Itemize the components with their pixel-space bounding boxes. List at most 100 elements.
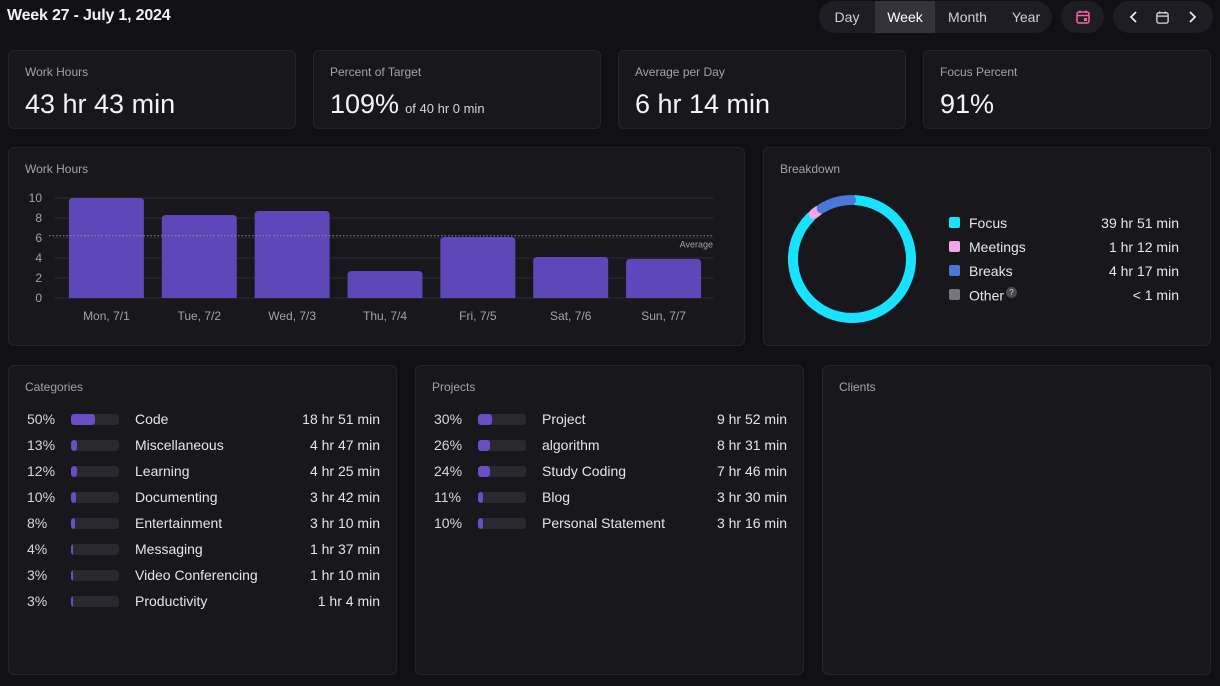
list-item[interactable]: 8% Entertainment 3 hr 10 min: [25, 512, 380, 538]
list-item[interactable]: 12% Learning 4 hr 25 min: [25, 460, 380, 486]
progress-bar: [478, 440, 526, 451]
next-button[interactable]: [1180, 5, 1204, 29]
bar[interactable]: [68, 198, 144, 298]
list-value: 3 hr 16 min: [716, 515, 787, 531]
help-icon[interactable]: ?: [1006, 287, 1018, 298]
list-label: Blog: [542, 489, 571, 505]
range-year-button[interactable]: Year: [1011, 9, 1041, 25]
progress-fill: [71, 492, 76, 503]
list-item[interactable]: 11% Blog 3 hr 30 min: [432, 486, 787, 512]
previous-button[interactable]: [1122, 5, 1146, 29]
list-value: 1 hr 10 min: [309, 567, 380, 583]
today-button[interactable]: [1061, 1, 1104, 33]
list-percent: 11%: [434, 489, 461, 505]
y-tick-label: 0: [35, 291, 42, 305]
list-value: 3 hr 42 min: [309, 489, 380, 505]
breaks-color-swatch: [949, 265, 960, 276]
legend-item-breaks[interactable]: Breaks 4 hr 17 min: [949, 260, 1179, 284]
chart-title: Work Hours: [25, 162, 89, 176]
projects-card: Projects 30% Project 9 hr 52 min 26% algorit…: [415, 365, 804, 675]
list-item[interactable]: 13% Miscellaneous 4 hr 47 min: [25, 434, 380, 460]
list-value: 4 hr 25 min: [309, 463, 380, 479]
list-percent: 10%: [434, 515, 463, 531]
list-percent: 13%: [27, 437, 56, 453]
progress-bar: [71, 466, 119, 477]
donut-slice-focus[interactable]: [788, 195, 916, 323]
legend-value: 39 hr 51 min: [1101, 215, 1179, 231]
list-item[interactable]: 3% Video Conferencing 1 hr 10 min: [25, 564, 380, 590]
list-item[interactable]: 30% Project 9 hr 52 min: [432, 408, 787, 434]
work-hours-chart-card: Work Hours 0 2 4 6 8 10 Mon, 7/1 Tue, 7/2 Wed, 7…: [8, 147, 745, 346]
progress-fill: [71, 596, 74, 607]
legend-value: 1 hr 12 min: [1108, 239, 1179, 255]
list-percent: 24%: [434, 463, 463, 479]
breakdown-legend: Focus 39 hr 51 min Meetings 1 hr 12 min …: [949, 212, 1179, 308]
list-item[interactable]: 26% algorithm 8 hr 31 min: [432, 434, 787, 460]
legend-item-meetings[interactable]: Meetings 1 hr 12 min: [949, 236, 1179, 260]
progress-fill: [478, 440, 491, 451]
list-label: Personal Statement: [542, 515, 665, 531]
projects-list: 30% Project 9 hr 52 min 26% algorithm 8 hr 31…: [432, 408, 787, 538]
range-week-button[interactable]: Week: [875, 1, 935, 33]
list-item[interactable]: 50% Code 18 hr 51 min: [25, 408, 380, 434]
list-item[interactable]: 10% Documenting 3 hr 42 min: [25, 486, 380, 512]
breakdown-title: Breakdown: [780, 162, 841, 176]
list-value: 4 hr 47 min: [309, 437, 380, 453]
list-item[interactable]: 4% Messaging 1 hr 37 min: [25, 538, 380, 564]
progress-fill: [71, 414, 95, 425]
list-label: algorithm: [542, 437, 600, 453]
y-tick-label: 2: [35, 271, 42, 285]
stat-value: 91%: [940, 89, 995, 119]
progress-fill: [71, 544, 74, 555]
calendar-icon: [1156, 10, 1170, 24]
stat-value: 43 hr 43 min: [25, 89, 176, 119]
bar[interactable]: [440, 237, 516, 298]
list-label: Documenting: [135, 489, 218, 505]
y-tick-label: 10: [29, 191, 43, 205]
range-month-button[interactable]: Month: [948, 9, 987, 25]
list-label: Study Coding: [542, 463, 627, 479]
stat-label: Percent of Target: [330, 65, 422, 79]
chevron-right-icon: [1189, 11, 1197, 23]
legend-label-container: Other?: [969, 287, 1018, 304]
categories-list: 50% Code 18 hr 51 min 13% Miscellaneous 4 hr …: [25, 408, 380, 616]
date-picker-button[interactable]: [1151, 5, 1175, 29]
bar[interactable]: [254, 211, 330, 298]
work-hours-bar-chart: 0 2 4 6 8 10 Mon, 7/1 Tue, 7/2 Wed, 7/3 Thu, 7/4 F…: [29, 191, 714, 323]
y-tick-label: 6: [35, 231, 42, 245]
top-bar: Week 27 - July 1, 2024 Day Week Month Ye…: [0, 0, 1220, 34]
bar[interactable]: [533, 257, 609, 298]
chevron-left-icon: [1129, 11, 1137, 23]
list-value: 9 hr 52 min: [716, 411, 787, 427]
list-label: Project: [542, 411, 586, 427]
list-percent: 30%: [434, 411, 463, 427]
list-value: 18 hr 51 min: [302, 411, 380, 427]
bar[interactable]: [626, 259, 702, 298]
list-label: Messaging: [135, 541, 203, 557]
legend-value: 4 hr 17 min: [1108, 263, 1179, 279]
calendar-check-icon: [1075, 10, 1090, 24]
stat-value: 6 hr 14 min: [635, 89, 771, 119]
list-item[interactable]: 24% Study Coding 7 hr 46 min: [432, 460, 787, 486]
bar[interactable]: [161, 215, 237, 298]
progress-bar: [71, 596, 119, 607]
progress-fill: [71, 440, 78, 451]
legend-label: Other: [969, 287, 1005, 304]
list-value: 3 hr 10 min: [309, 515, 380, 531]
legend-label: Focus: [969, 215, 1008, 231]
list-percent: 8%: [27, 515, 48, 531]
other-color-swatch: [949, 289, 960, 300]
list-item[interactable]: 3% Productivity 1 hr 4 min: [25, 590, 380, 616]
list-label: Miscellaneous: [135, 437, 224, 453]
list-label: Video Conferencing: [135, 567, 258, 583]
range-day-button[interactable]: Day: [834, 9, 860, 25]
progress-bar: [71, 518, 119, 529]
list-value: 7 hr 46 min: [716, 463, 787, 479]
legend-item-focus[interactable]: Focus 39 hr 51 min: [949, 212, 1179, 236]
bar[interactable]: [347, 271, 423, 298]
x-tick-label: Wed, 7/3: [268, 309, 316, 323]
list-item[interactable]: 10% Personal Statement 3 hr 16 min: [432, 512, 787, 538]
legend-item-other[interactable]: Other? < 1 min: [949, 284, 1179, 308]
list-label: Code: [135, 411, 169, 427]
donut-slice-breaks[interactable]: [816, 195, 857, 214]
